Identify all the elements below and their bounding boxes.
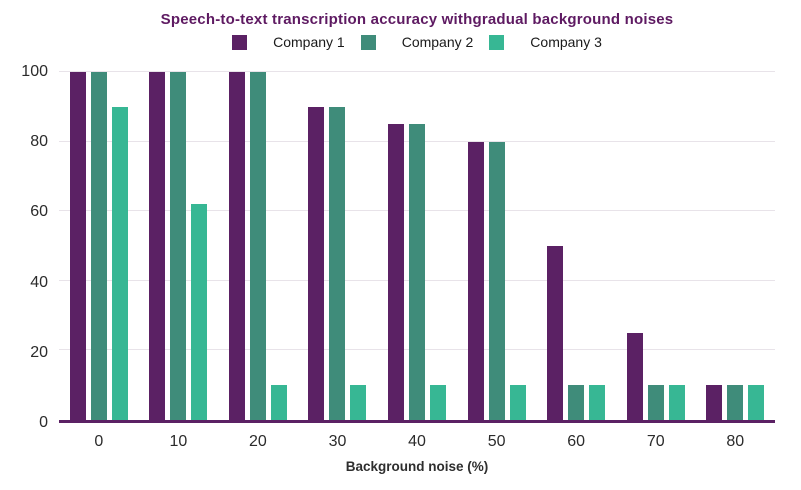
y-tick-label: 0 [39,414,48,431]
bar-group-0 [59,72,139,420]
bar-company-1-x20 [228,72,245,420]
x-tick-label: 0 [94,433,104,450]
bar-group-50 [457,72,537,420]
legend-swatch-icon [360,34,376,50]
bar-group-60 [536,72,616,420]
x-tick-label: 70 [646,433,665,450]
bar-company-2-x10 [170,72,187,420]
y-tick-label: 100 [21,63,48,80]
x-tick-label: 40 [408,433,426,450]
legend-label: Company 2 [401,34,474,50]
bar-company-1-x0 [69,72,86,420]
bar-company-2-x40 [409,124,426,420]
legend-swatch-icon [489,34,505,50]
bar-company-3-x0 [111,106,128,420]
bar-company-3-x70 [668,385,685,420]
legend-label: Company 3 [530,34,602,50]
legend-label: Company 1 [273,34,345,50]
y-tick-label: 60 [30,203,48,221]
bar-groups [59,72,775,420]
y-tick-label: 40 [30,273,48,291]
y-tick-label: 20 [30,343,48,361]
x-tick-label: 50 [487,433,506,450]
bar-group-10 [139,72,219,420]
bar-company-1-x40 [388,124,405,420]
bar-company-3-x30 [350,385,367,420]
bar-company-2-x60 [568,385,585,420]
bar-group-70 [616,72,696,420]
x-axis-title: Background noise (%) [345,459,489,474]
bar-company-3-x50 [509,385,526,420]
x-tick-label: 60 [567,433,586,450]
gridline [59,71,775,72]
x-tick-label: 80 [726,433,745,450]
bar-group-30 [298,72,378,420]
x-tick-label: 20 [249,433,267,450]
plot-area [59,71,775,423]
bar-company-1-x70 [626,333,643,420]
bar-group-20 [218,72,298,420]
x-tick-label: 30 [328,433,347,450]
bar-company-3-x60 [589,385,606,420]
bar-company-3-x40 [430,385,447,420]
bar-company-2-x80 [727,385,744,420]
legend-swatch-icon [232,34,248,50]
bar-company-1-x50 [467,141,484,420]
bar-company-2-x20 [249,72,266,420]
bar-company-2-x50 [488,141,505,420]
chart-title: Speech-to-text transcription accuracy wi… [160,11,674,28]
bar-company-2-x70 [647,385,664,420]
legend-item-2: Company 2 [360,34,474,50]
y-tick-label: 80 [30,133,48,151]
bar-company-3-x20 [270,385,287,420]
bar-company-3-x80 [748,385,765,420]
bar-company-3-x10 [191,204,208,420]
bar-group-40 [377,72,457,420]
y-axis: 0 20 40 60 80 100 [0,64,48,431]
legend-item-3: Company 3 [489,34,602,50]
bar-company-2-x0 [90,72,107,420]
bar-company-1-x60 [547,246,564,420]
bar-group-80 [696,72,776,420]
legend-item-1: Company 1 [232,34,345,50]
bar-company-1-x10 [149,72,166,420]
bar-company-2-x30 [329,106,346,420]
x-axis: 0 10 20 30 40 50 60 70 80 [59,433,775,451]
legend: Company 1 Company 2 Company 3 [59,34,775,50]
bar-company-1-x30 [308,106,325,420]
bar-company-1-x80 [706,385,723,420]
x-tick-label: 10 [169,433,188,450]
